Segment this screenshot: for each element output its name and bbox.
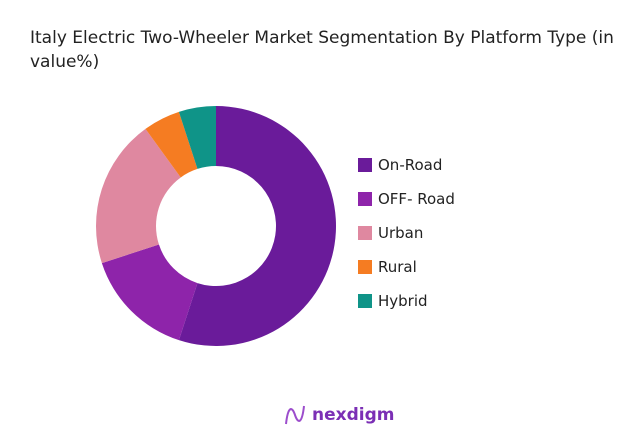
nexdigm-logo-icon xyxy=(285,405,305,425)
slice-off-road xyxy=(101,244,198,341)
slice-on-road xyxy=(178,106,337,346)
legend-label: OFF- Road xyxy=(378,190,455,208)
legend-swatch xyxy=(358,158,372,172)
legend-item: Urban xyxy=(358,216,455,250)
legend-label: Urban xyxy=(378,224,424,242)
legend-swatch xyxy=(358,294,372,308)
legend-item: OFF- Road xyxy=(358,182,455,216)
legend-swatch xyxy=(358,226,372,240)
slice-rural xyxy=(145,111,198,178)
chart-title: Italy Electric Two-Wheeler Market Segmen… xyxy=(30,28,614,72)
brand-logo: nexdigm xyxy=(284,404,394,426)
legend-item: On-Road xyxy=(358,148,455,182)
slice-hybrid xyxy=(178,106,216,169)
legend-item: Rural xyxy=(358,250,455,284)
legend-label: Hybrid xyxy=(378,292,428,310)
legend-swatch xyxy=(358,260,372,274)
slice-urban xyxy=(95,128,181,264)
legend-label: On-Road xyxy=(378,156,443,174)
legend-label: Rural xyxy=(378,258,417,276)
legend: On-Road OFF- Road Urban Rural Hybrid xyxy=(358,148,455,318)
legend-item: Hybrid xyxy=(358,284,455,318)
brand-name: nexdigm xyxy=(312,405,395,425)
legend-swatch xyxy=(358,192,372,206)
